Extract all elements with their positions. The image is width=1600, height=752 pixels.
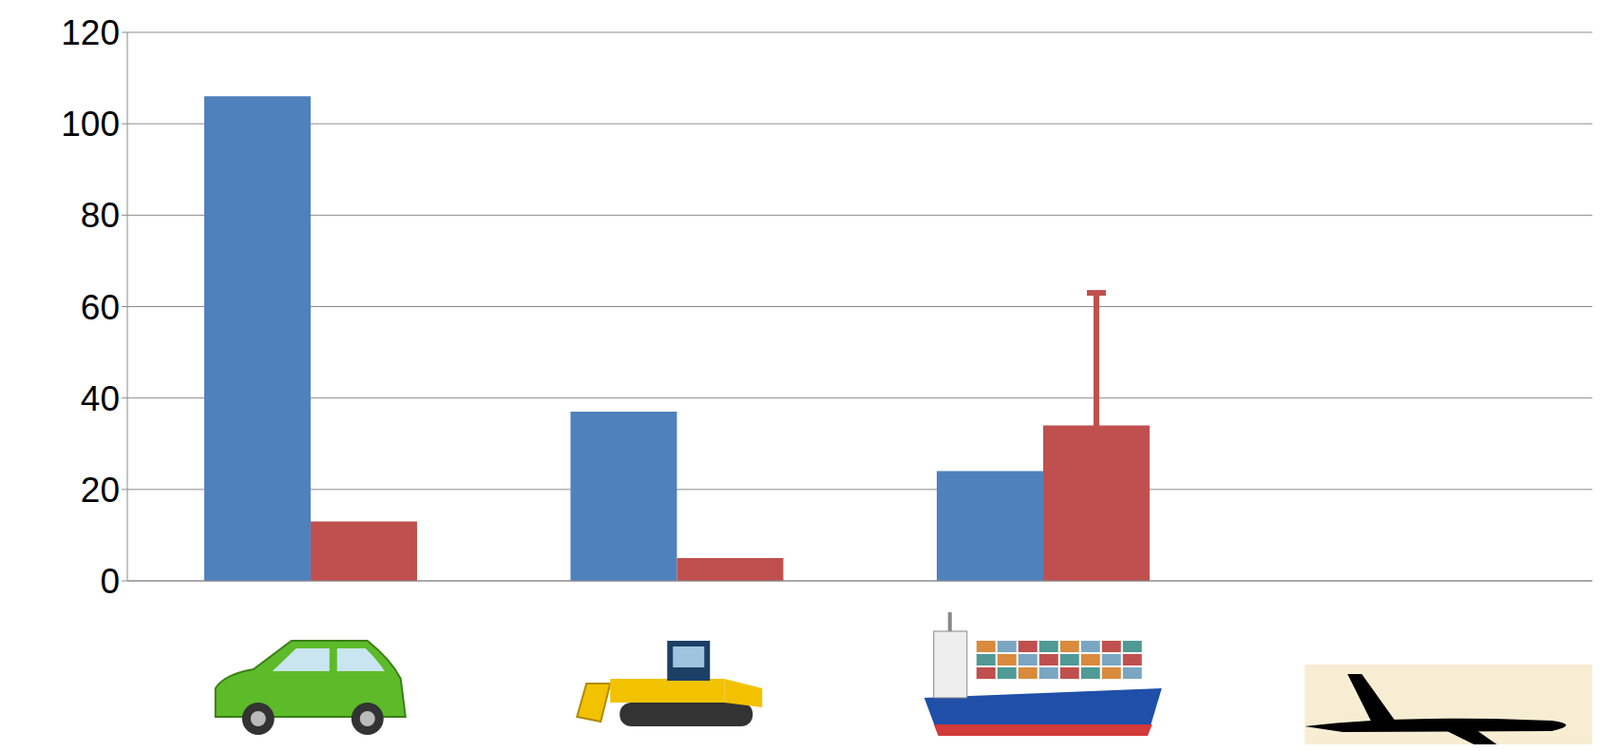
svg-text:100: 100 [60, 104, 120, 144]
svg-text:120: 120 [60, 13, 120, 53]
svg-text:40: 40 [80, 379, 120, 419]
svg-text:0: 0 [99, 561, 120, 601]
svg-text:60: 60 [80, 287, 120, 327]
svg-text:80: 80 [80, 195, 120, 235]
svg-text:20: 20 [80, 470, 120, 510]
